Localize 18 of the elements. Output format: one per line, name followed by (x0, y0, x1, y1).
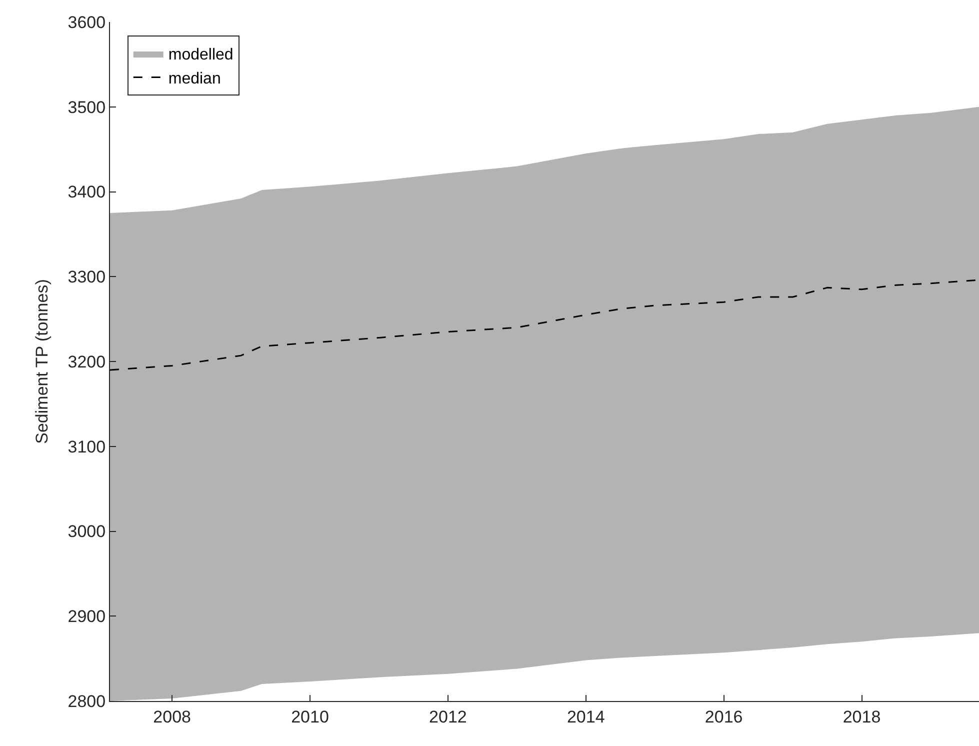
y-tick-label: 3500 (68, 98, 106, 117)
x-tick-label: 2018 (842, 707, 881, 726)
y-tick-label: 3600 (68, 12, 106, 32)
y-tick-label: 3000 (68, 522, 106, 542)
x-tick-label: 2014 (566, 707, 605, 726)
y-tick-label: 2800 (68, 692, 106, 711)
y-tick-label: 3100 (68, 437, 106, 456)
legend-label: modelled (168, 46, 234, 64)
y-tick-label: 2900 (68, 607, 106, 626)
y-axis-title: Sediment TP (tonnes) (32, 279, 52, 444)
y-tick-label: 3300 (68, 268, 106, 287)
x-tick-label: 2012 (429, 707, 467, 726)
y-tick-label: 3200 (68, 352, 106, 372)
x-tick-label: 2010 (291, 707, 329, 726)
x-tick-label: 2016 (704, 707, 743, 726)
y-tick-label: 3400 (68, 182, 106, 202)
legend-label: median (168, 70, 221, 88)
x-tick-label: 2008 (153, 707, 191, 726)
